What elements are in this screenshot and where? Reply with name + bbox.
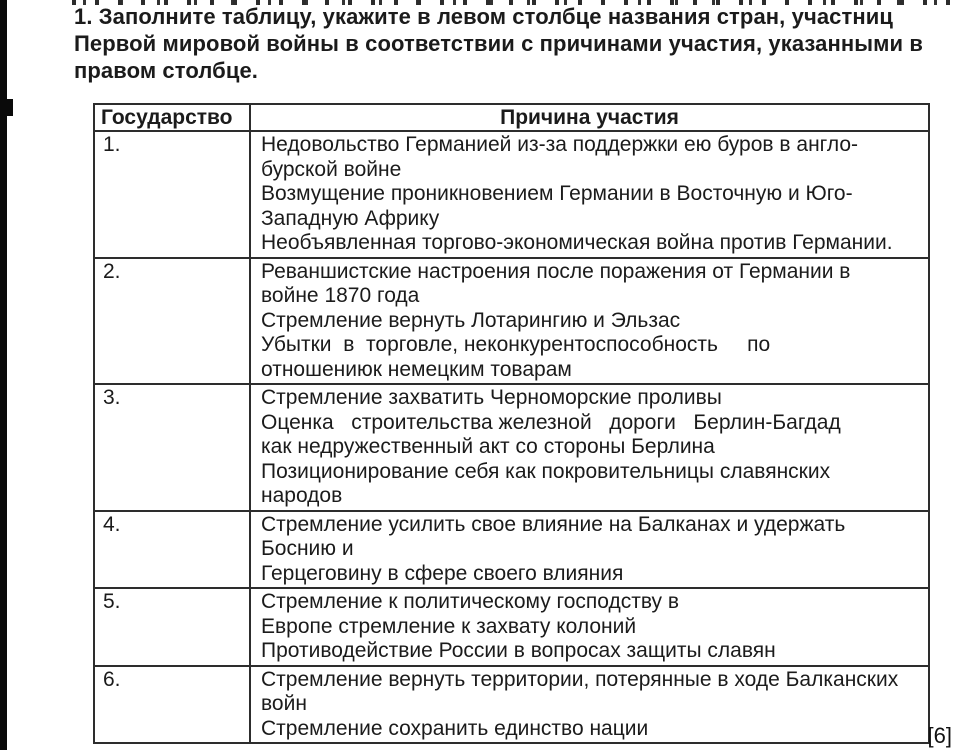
table-row: 3. Стремление захватить Черноморские про… [93,383,930,512]
row-reason: Стремление вернуть территории, потерянны… [249,664,930,744]
row-number: 3. [93,383,251,512]
row-number: 5. [93,587,251,667]
scan-edge-artifact [0,0,7,750]
table-row: 1. Недовольство Германией из-за поддержк… [93,130,930,259]
header-state: Государство [93,103,251,132]
scan-edge-blob [0,99,13,116]
row-reason: Стремление к политическому господству в … [249,587,930,667]
table-header-row: Государство Причина участия [93,103,930,132]
countries-reasons-table: Государство Причина участия 1. Недовольс… [93,103,930,744]
table-row: 6. Стремление вернуть территории, потеря… [93,664,930,744]
header-reason: Причина участия [249,103,930,132]
row-number: 2. [93,256,251,385]
row-reason: Стремление усилить свое влияние на Балка… [249,509,930,589]
cropped-previous-line [72,0,965,5]
row-number: 6. [93,664,251,744]
row-number: 4. [93,509,251,589]
row-number: 1. [93,130,251,259]
table-row: 2. Реваншистские настроения после пораже… [93,256,930,385]
task-instruction: 1. Заполните таблицу, укажите в левом ст… [74,4,924,83]
table-row: 5. Стремление к политическому господству… [93,587,930,667]
table-row: 4. Стремление усилить свое влияние на Ба… [93,509,930,589]
row-reason: Реваншистские настроения после поражения… [249,256,930,385]
marks-badge: [6] [927,723,952,748]
row-reason: Стремление захватить Черноморские пролив… [249,383,930,512]
row-reason: Недовольство Германией из-за поддержки е… [249,130,930,259]
